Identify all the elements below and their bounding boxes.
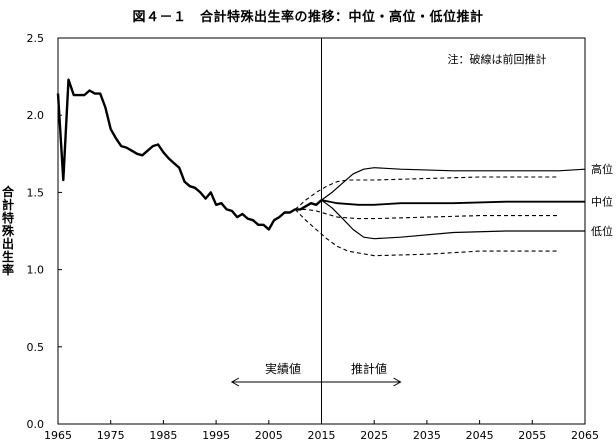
series-end-label: 低位: [591, 224, 613, 238]
x-tick-label: 2065: [571, 429, 599, 442]
series-line: [56, 78, 323, 231]
series-end-label: 中位: [591, 195, 613, 209]
y-tick-label: 1.5: [27, 186, 45, 199]
x-tick-label: 1995: [202, 429, 230, 442]
x-tick-label: 2035: [413, 429, 441, 442]
x-tick-label: 1965: [44, 429, 72, 442]
actual-arrow-head: [230, 377, 240, 387]
x-tick-label: 2005: [255, 429, 283, 442]
y-tick-label: 1.0: [27, 264, 45, 277]
projected-arrow-label: 推計値: [351, 361, 387, 376]
y-tick-label: 0.0: [27, 418, 45, 431]
y-tick-label: 2.0: [27, 109, 45, 122]
x-tick-label: 1975: [97, 429, 125, 442]
series-line: [321, 199, 585, 206]
series-line: [294, 209, 559, 257]
x-tick-label: 2025: [360, 429, 388, 442]
actual-arrow-label: 実績値: [265, 361, 301, 376]
projected-arrow-head: [393, 377, 402, 387]
x-tick-label: 2045: [466, 429, 494, 442]
y-axis-label: 合計特殊出生率: [1, 185, 14, 277]
x-tick-label: 1985: [149, 429, 177, 442]
y-tick-label: 2.5: [27, 32, 45, 45]
series-line: [295, 208, 559, 220]
y-tick-label: 0.5: [27, 341, 45, 354]
series-line: [294, 176, 559, 210]
series-line: [321, 167, 586, 201]
x-tick-label: 2015: [308, 429, 336, 442]
x-tick-label: 2055: [518, 429, 546, 442]
series-end-label: 高位: [591, 162, 613, 176]
chart-note: 注：破線は前回推計: [448, 52, 547, 66]
chart-title: 図４－１ 合計特殊出生率の推移：中位・高位・低位推計: [132, 10, 484, 25]
series-line: [321, 199, 585, 240]
